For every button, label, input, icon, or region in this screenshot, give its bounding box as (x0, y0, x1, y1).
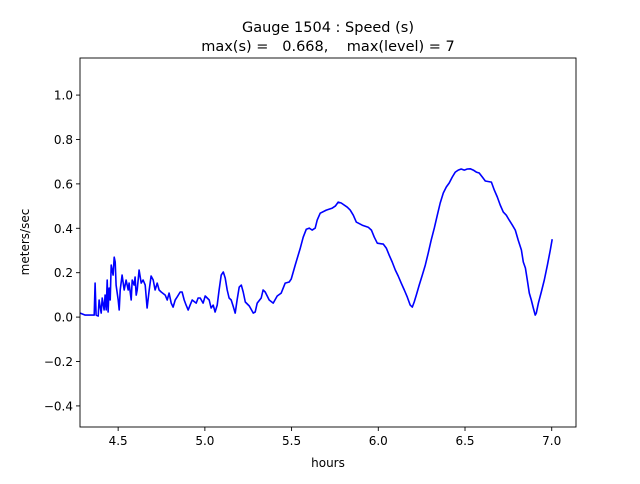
axes-frame (79, 57, 577, 428)
x-tick-label: 7.0 (542, 434, 561, 448)
x-tick-label: 5.0 (195, 434, 214, 448)
y-axis-label: meters/sec (18, 209, 32, 276)
y-tick-label: −0.2 (44, 355, 73, 369)
x-tick-label: 5.5 (282, 434, 301, 448)
y-tick-label: 0.2 (54, 266, 73, 280)
x-axis-label: hours (311, 456, 345, 470)
chart-title: Gauge 1504 : Speed (s) (242, 20, 414, 36)
x-tick-label: 6.0 (369, 434, 388, 448)
plot-area: 4.5 5.0 5.5 6.0 6.5 7.0 −0.4 −0.2 0.0 0.2 0.4 0.6 0.… (44, 57, 577, 448)
x-tick-label: 4.5 (109, 434, 128, 448)
series-line-speed (79, 168, 553, 317)
y-tick-label: 1.0 (54, 89, 73, 103)
y-tick-label: −0.4 (44, 399, 73, 413)
chart-subtitle: max(s) = 0.668, max(level) = 7 (201, 39, 455, 55)
y-tick-label: 0.4 (54, 222, 73, 236)
x-tick-label: 6.5 (455, 434, 474, 448)
y-tick-label: 0.8 (54, 133, 73, 147)
y-tick-label: 0.0 (54, 311, 73, 325)
y-tick-label: 0.6 (54, 177, 73, 191)
